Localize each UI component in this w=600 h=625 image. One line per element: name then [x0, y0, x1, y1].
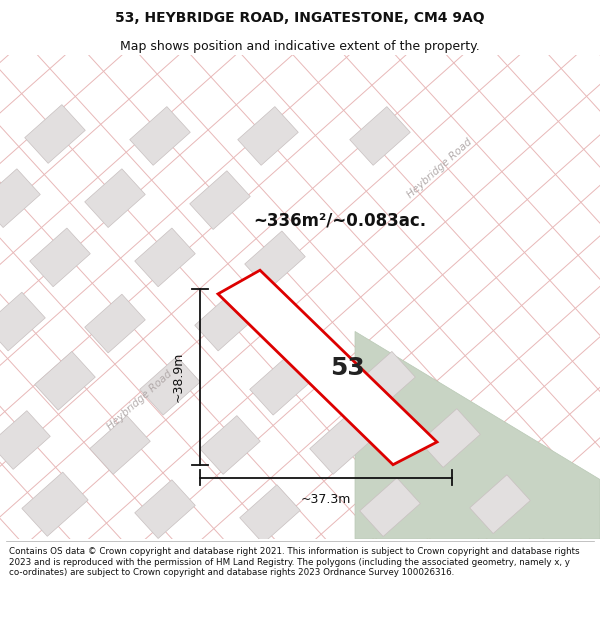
Polygon shape: [85, 169, 145, 228]
Polygon shape: [218, 270, 437, 465]
Polygon shape: [190, 171, 250, 229]
Polygon shape: [360, 478, 420, 536]
Polygon shape: [140, 356, 200, 415]
Polygon shape: [135, 228, 195, 287]
Polygon shape: [355, 331, 600, 539]
Text: Heybridge Road: Heybridge Road: [406, 137, 475, 200]
Polygon shape: [200, 416, 260, 474]
Polygon shape: [355, 351, 415, 410]
Text: ~336m²/~0.083ac.: ~336m²/~0.083ac.: [253, 212, 427, 230]
Text: Map shows position and indicative extent of the property.: Map shows position and indicative extent…: [120, 39, 480, 52]
Polygon shape: [195, 292, 255, 351]
Polygon shape: [85, 294, 145, 353]
Polygon shape: [22, 472, 88, 536]
Polygon shape: [245, 231, 305, 290]
Polygon shape: [470, 475, 530, 534]
Text: ~38.9m: ~38.9m: [172, 352, 185, 402]
Text: ~37.3m: ~37.3m: [301, 492, 351, 506]
Text: Heybridge Road: Heybridge Road: [106, 369, 175, 432]
Polygon shape: [250, 356, 310, 415]
Text: 53: 53: [329, 356, 364, 380]
Text: 53, HEYBRIDGE ROAD, INGATESTONE, CM4 9AQ: 53, HEYBRIDGE ROAD, INGATESTONE, CM4 9AQ: [115, 11, 485, 25]
Polygon shape: [350, 107, 410, 165]
Text: Contains OS data © Crown copyright and database right 2021. This information is : Contains OS data © Crown copyright and d…: [9, 548, 580, 577]
Polygon shape: [0, 292, 45, 351]
Polygon shape: [35, 351, 95, 410]
Polygon shape: [0, 411, 50, 469]
Polygon shape: [238, 107, 298, 165]
Polygon shape: [25, 104, 85, 163]
Polygon shape: [135, 480, 195, 539]
Polygon shape: [240, 485, 300, 543]
Polygon shape: [90, 416, 150, 474]
Polygon shape: [420, 409, 480, 468]
Polygon shape: [130, 107, 190, 165]
Polygon shape: [310, 416, 370, 474]
Polygon shape: [30, 228, 90, 287]
Polygon shape: [0, 169, 40, 228]
